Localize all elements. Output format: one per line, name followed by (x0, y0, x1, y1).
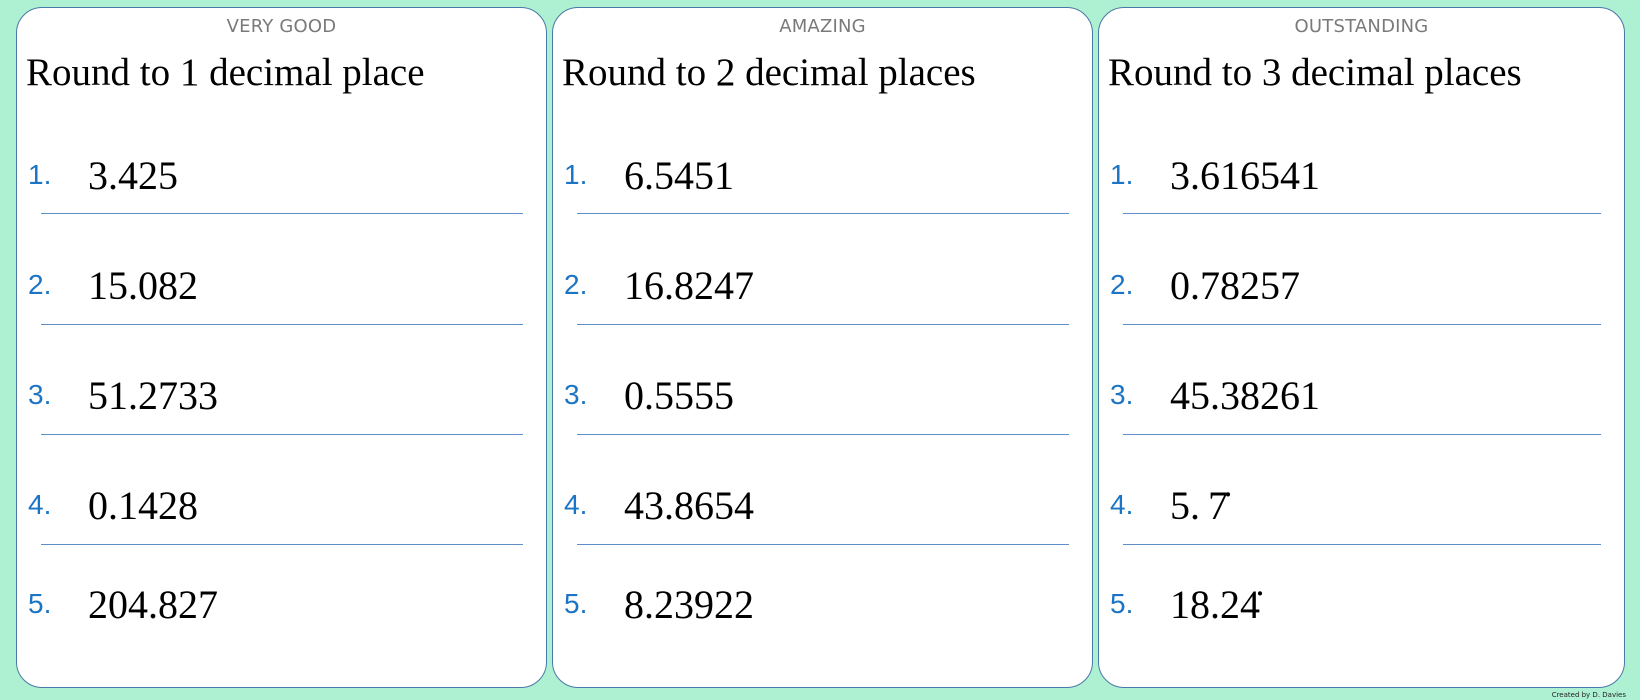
question-number: 3. (564, 379, 588, 410)
question-number: 5. (28, 588, 52, 619)
question-number: 3. (28, 379, 52, 410)
question-value: 16.8247 (624, 262, 754, 308)
question-value: 45.38261 (1170, 372, 1320, 418)
question-number: 2. (1110, 269, 1134, 300)
question-value: 5. 7̇ (1170, 482, 1229, 528)
answer-line (41, 213, 523, 214)
answer-line (577, 213, 1069, 214)
answer-line (41, 544, 523, 545)
question-value: 0.1428 (88, 482, 198, 528)
question-value: 0.78257 (1170, 262, 1300, 308)
question-item: 4. 43.8654 (564, 480, 754, 530)
question-item: 2. 0.78257 (1110, 260, 1300, 310)
difficulty-label: AMAZING (779, 16, 866, 37)
question-item: 3. 0.5555 (564, 370, 734, 420)
worksheet-card-2: AMAZING Round to 2 decimal places 1. 6.5… (552, 7, 1093, 688)
question-value: 8.23922 (624, 581, 754, 627)
answer-line (577, 544, 1069, 545)
question-item: 1. 6.5451 (564, 150, 734, 200)
question-item: 1. 3.616541 (1110, 150, 1320, 200)
question-number: 1. (28, 159, 52, 190)
question-number: 4. (28, 489, 52, 520)
question-item: 3. 51.2733 (28, 370, 218, 420)
question-value: 3.616541 (1170, 152, 1320, 198)
question-item: 4. 0.1428 (28, 480, 198, 530)
question-item: 2. 16.8247 (564, 260, 754, 310)
question-item: 3. 45.38261 (1110, 370, 1320, 420)
question-number: 2. (28, 269, 52, 300)
credit-text: Created by D. Davies (1551, 691, 1626, 699)
question-number: 5. (1110, 588, 1134, 619)
answer-line (1123, 434, 1601, 435)
worksheet-card-1: VERY GOOD Round to 1 decimal place 1. 3.… (16, 7, 547, 688)
card-title: Round to 2 decimal places (562, 51, 976, 94)
question-number: 4. (1110, 489, 1134, 520)
question-value: 43.8654 (624, 482, 754, 528)
difficulty-label: VERY GOOD (226, 16, 337, 37)
question-number: 1. (564, 159, 588, 190)
difficulty-label: OUTSTANDING (1294, 16, 1429, 37)
question-value: 51.2733 (88, 372, 218, 418)
question-value: 3.425 (88, 152, 178, 198)
question-value: 15.082 (88, 262, 198, 308)
answer-line (41, 324, 523, 325)
card-title: Round to 3 decimal places (1108, 51, 1522, 94)
question-value: 6.5451 (624, 152, 734, 198)
question-item: 5. 18.24̇ (1110, 579, 1260, 629)
answer-line (1123, 213, 1601, 214)
answer-line (41, 434, 523, 435)
question-number: 5. (564, 588, 588, 619)
question-item: 5. 204.827 (28, 579, 218, 629)
question-item: 2. 15.082 (28, 260, 198, 310)
question-item: 1. 3.425 (28, 150, 178, 200)
question-value: 204.827 (88, 581, 218, 627)
card-title: Round to 1 decimal place (26, 51, 425, 94)
answer-line (1123, 544, 1601, 545)
question-number: 2. (564, 269, 588, 300)
question-item: 5. 8.23922 (564, 579, 754, 629)
question-value: 18.24̇ (1170, 581, 1260, 627)
question-item: 4. 5. 7̇ (1110, 480, 1228, 530)
question-number: 3. (1110, 379, 1134, 410)
answer-line (577, 434, 1069, 435)
worksheet-card-3: OUTSTANDING Round to 3 decimal places 1.… (1098, 7, 1625, 688)
question-number: 1. (1110, 159, 1134, 190)
answer-line (1123, 324, 1601, 325)
question-value: 0.5555 (624, 372, 734, 418)
answer-line (577, 324, 1069, 325)
question-number: 4. (564, 489, 588, 520)
